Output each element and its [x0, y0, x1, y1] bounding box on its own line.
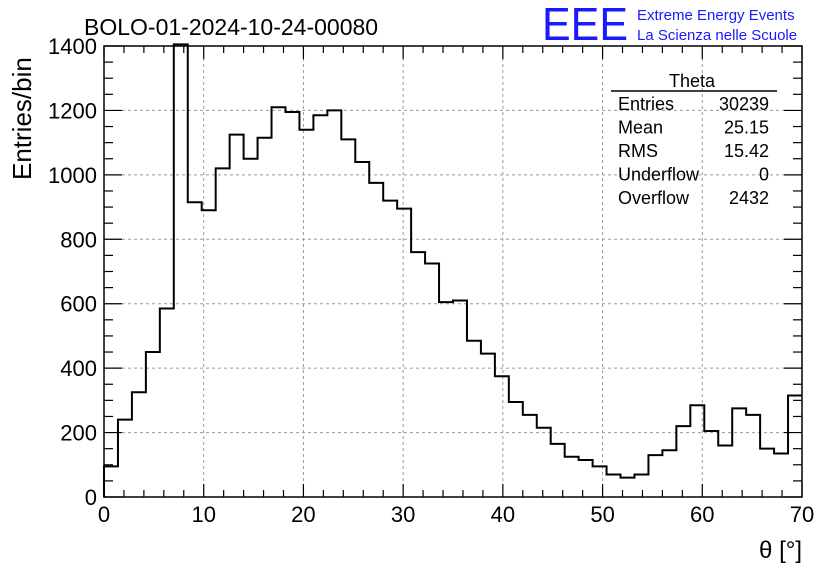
x-tick-label: 20	[291, 502, 315, 527]
x-axis-label: θ [°]	[759, 537, 802, 564]
eee-logo-line2: La Scienza nelle Scuole	[637, 27, 797, 44]
stats-row-value: 25.15	[724, 118, 769, 138]
stats-row-value: 30239	[719, 94, 769, 114]
y-tick-label: 400	[60, 356, 97, 381]
y-tick-label: 1200	[48, 98, 97, 123]
eee-logo-letters: EEE	[542, 0, 628, 50]
x-tick-label: 70	[790, 502, 814, 527]
stats-rows: Entries 30239 Mean 25.15 RMS 15.42 Underflow 0 O…	[618, 94, 769, 208]
y-tick-label: 800	[60, 227, 97, 252]
x-tick-label: 0	[98, 502, 110, 527]
run-title: BOLO-01-2024-10-24-00080	[84, 14, 378, 40]
eee-logo: EEE Extreme Energy Events La Scienza nel…	[542, 0, 797, 50]
x-tick-label: 60	[690, 502, 714, 527]
x-tick-label: 50	[590, 502, 614, 527]
stats-box: Theta Entries 30239 Mean 25.15 RMS 15.42 Under…	[611, 71, 777, 208]
y-tick-label: 1000	[48, 163, 97, 188]
stats-row-label: RMS	[618, 141, 658, 161]
stats-row-label: Underflow	[618, 165, 700, 185]
stats-row-value: 0	[759, 165, 769, 185]
x-tick-label: 30	[391, 502, 415, 527]
y-tick-label: 600	[60, 292, 97, 317]
eee-logo-line1: Extreme Energy Events	[637, 7, 795, 24]
x-tick-label: 10	[191, 502, 215, 527]
y-tick-label: 200	[60, 421, 97, 446]
stats-box-title: Theta	[669, 71, 716, 91]
y-tick-label: 1400	[48, 34, 97, 59]
histogram-layer	[103, 43, 802, 497]
stats-row-label: Mean	[618, 118, 663, 138]
y-tick-label: 0	[85, 485, 97, 510]
stats-row-label: Overflow	[618, 188, 690, 208]
stats-row-value: 15.42	[724, 141, 769, 161]
stats-row-value: 2432	[729, 188, 769, 208]
histogram-outline	[103, 43, 802, 497]
stats-row-label: Entries	[618, 94, 674, 114]
y-axis-label: Entries/bin	[7, 57, 37, 180]
x-tick-label: 40	[491, 502, 515, 527]
axis-layer: 0 10 20 30 40 50 60 70 0 200 400 600 800 1000 1200 1400	[48, 34, 814, 527]
